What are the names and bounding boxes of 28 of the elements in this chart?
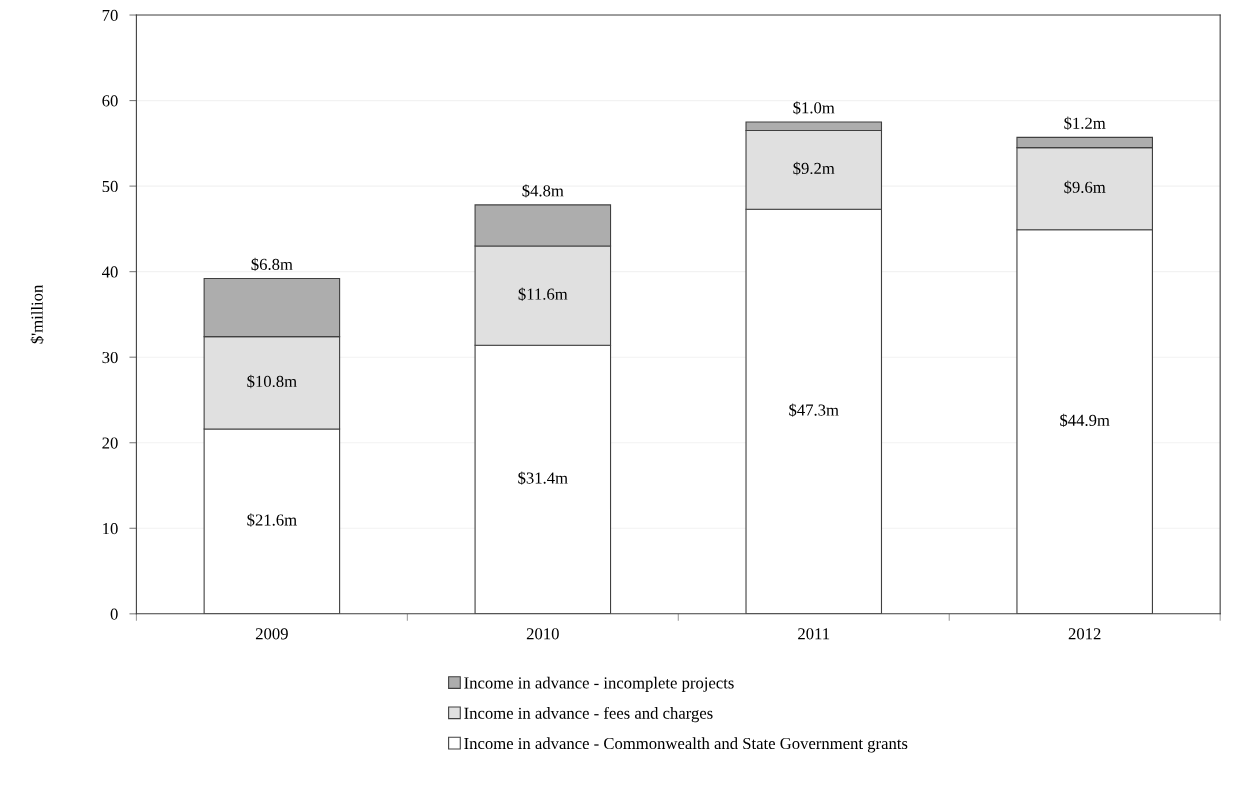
- legend-label: Income in advance - Commonwealth and State Government grants: [464, 737, 908, 753]
- data-label: $47.3m: [789, 403, 839, 417]
- y-tick-label: 0: [110, 608, 118, 620]
- data-label: $10.8m: [247, 374, 297, 389]
- legend-label: Income in advance - fees and charges: [464, 706, 713, 723]
- y-tick-label: 70: [102, 9, 118, 21]
- x-tick-label: 2011: [798, 628, 830, 640]
- y-tick-label: 40: [102, 266, 118, 278]
- data-label: $9.2m: [793, 161, 835, 176]
- y-axis-title: $'million: [30, 284, 44, 344]
- data-label: $4.8m: [522, 184, 564, 198]
- y-tick-label: 10: [103, 522, 118, 535]
- data-label: $9.6m: [1064, 180, 1106, 194]
- data-label: $6.8m: [251, 257, 293, 272]
- y-tick-label: 60: [102, 95, 118, 107]
- y-tick-label: 50: [102, 180, 118, 193]
- data-label: $31.4m: [518, 471, 568, 485]
- x-tick-label: 2012: [1068, 628, 1101, 640]
- x-tick-label: 2009: [255, 628, 288, 640]
- legend-label: Income in advance - incomplete projects: [464, 676, 734, 692]
- y-tick-label: 30: [102, 351, 118, 364]
- data-label: $21.6m: [247, 513, 297, 527]
- data-label: $11.6m: [518, 287, 568, 301]
- x-tick-label: 2010: [526, 628, 559, 640]
- data-label: $44.9m: [1060, 413, 1110, 428]
- data-label: $1.0m: [793, 101, 835, 115]
- data-label: $1.2m: [1064, 116, 1106, 130]
- y-tick-label: 20: [102, 437, 118, 449]
